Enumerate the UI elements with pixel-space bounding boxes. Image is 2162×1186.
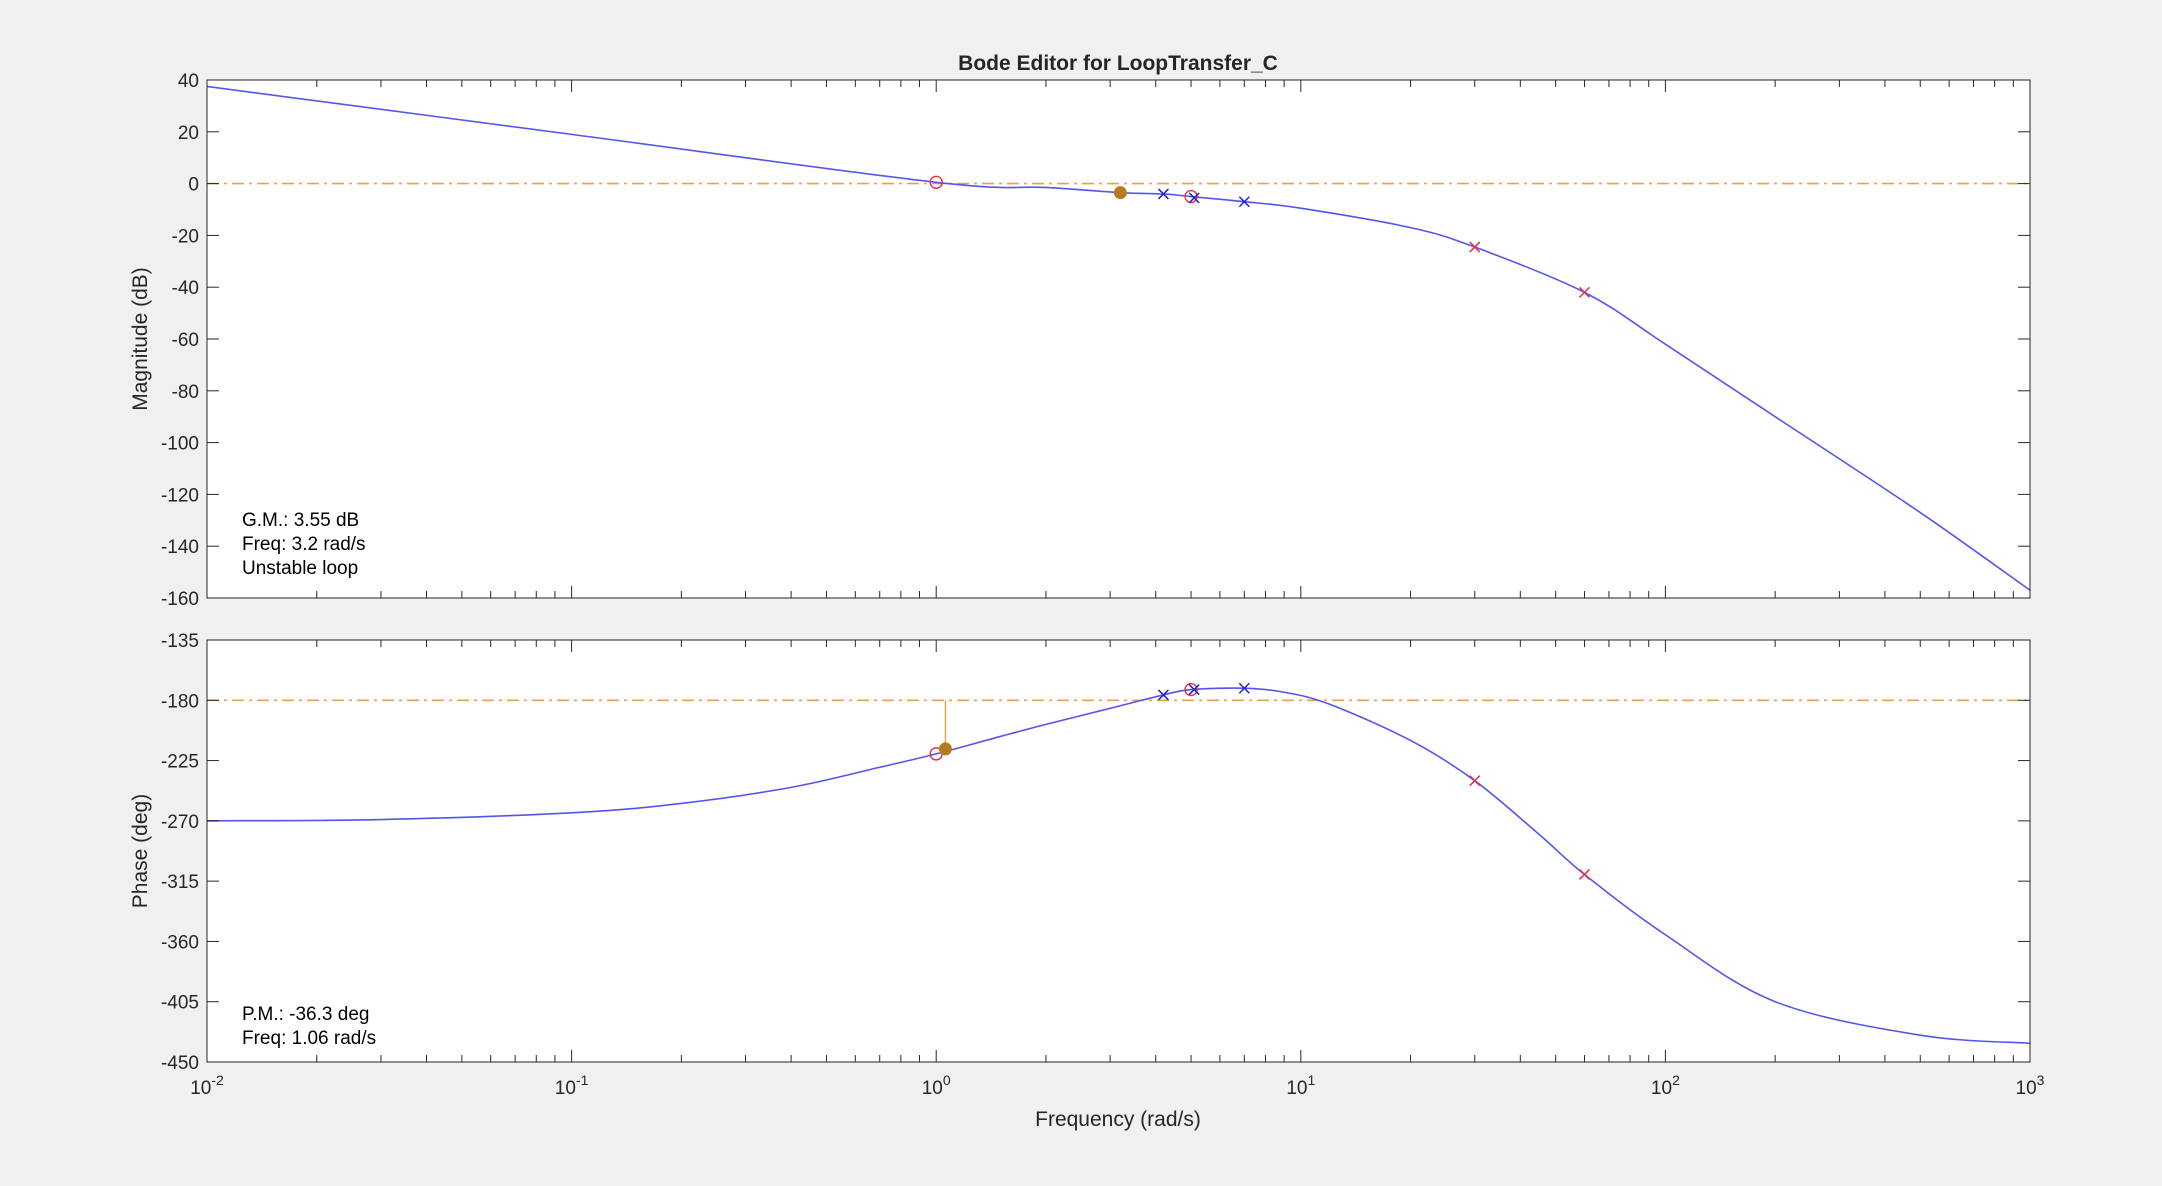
magnitude-ytick-label: 20 <box>178 123 199 144</box>
magnitude-pole-marker[interactable] <box>1469 241 1481 253</box>
magnitude-zero-marker[interactable] <box>1184 189 1198 204</box>
frequency-tick-label: 10-1 <box>555 1072 589 1099</box>
magnitude-axes-background[interactable] <box>207 80 2030 598</box>
phase-margin-marker[interactable] <box>938 742 952 756</box>
magnitude-margin-marker[interactable] <box>1113 186 1127 200</box>
magnitude-pole-marker[interactable] <box>1578 286 1591 298</box>
phase-ytick-label: -180 <box>161 691 199 712</box>
chart-title: Bode Editor for LoopTransfer_C <box>958 52 1278 75</box>
phase-zero-marker[interactable] <box>1184 682 1198 697</box>
frequency-tick-label: 10-2 <box>190 1072 224 1099</box>
magnitude-ytick-label: -120 <box>161 485 199 506</box>
frequency-xlabel: Frequency (rad/s) <box>1035 1108 1201 1131</box>
phase-response-curve[interactable] <box>206 687 2031 1045</box>
gain-margin-text: G.M.: 3.55 dB <box>242 510 359 531</box>
frequency-tick-labels: 10-2 10-1 100 101 102 103 <box>190 1072 2044 1099</box>
magnitude-ytick-label: -100 <box>161 434 199 455</box>
magnitude-ytick-label: -20 <box>172 226 199 247</box>
loop-stability-text: Unstable loop <box>242 558 358 579</box>
magnitude-pole-marker[interactable] <box>1157 188 1169 200</box>
phase-pole-marker[interactable] <box>1157 689 1169 701</box>
magnitude-ytick-label: 40 <box>178 71 199 92</box>
phase-ylabel: Phase (deg) <box>129 794 152 908</box>
phase-pole-marker[interactable] <box>1469 775 1481 787</box>
phase-ytick-label: -225 <box>161 752 199 773</box>
phase-ytick-label: -360 <box>161 932 199 953</box>
magnitude-pole-marker[interactable] <box>1238 196 1250 208</box>
phase-ytick-label: -315 <box>161 872 199 893</box>
gain-margin-info: G.M.: 3.55 dB Freq: 3.2 rad/s Unstable l… <box>242 510 366 579</box>
phase-ytick-label: -405 <box>161 993 199 1014</box>
phase-axes-background[interactable] <box>207 640 2030 1062</box>
magnitude-response-curve[interactable] <box>206 85 2031 591</box>
phase-margin-text: P.M.: -36.3 deg <box>242 1004 369 1025</box>
magnitude-ytick-label: -160 <box>161 589 199 610</box>
magnitude-ytick-label: -40 <box>172 278 199 299</box>
magnitude-zero-marker[interactable] <box>929 175 943 190</box>
magnitude-ytick-label: 0 <box>188 175 199 196</box>
magnitude-ytick-label: -80 <box>172 382 199 403</box>
phase-pole-marker[interactable] <box>1188 684 1200 696</box>
phase-margin-info: P.M.: -36.3 deg Freq: 1.06 rad/s <box>242 1004 376 1049</box>
frequency-tick-label: 101 <box>1286 1072 1315 1099</box>
magnitude-ytick-label: -140 <box>161 537 199 558</box>
frequency-tick-label: 100 <box>922 1072 951 1099</box>
magnitude-ytick-label: -60 <box>172 330 199 351</box>
frequency-tick-label: 102 <box>1651 1072 1680 1099</box>
phase-ytick-label: -450 <box>161 1053 199 1074</box>
phase-plot-layer: -135 -180 -225 -270 -315 -360 -405 -450 <box>161 631 2031 1074</box>
phase-pole-marker[interactable] <box>1238 682 1250 694</box>
phase-ytick-label: -270 <box>161 812 199 833</box>
frequency-tick-label: 103 <box>2016 1072 2045 1099</box>
phase-ytick-label: -135 <box>161 631 199 652</box>
phase-axes-box <box>206 639 2031 1063</box>
magnitude-ylabel: Magnitude (dB) <box>129 267 152 411</box>
phase-pole-marker[interactable] <box>1578 868 1591 880</box>
magnitude-plot-layer: 40 20 0 -20 -40 -60 -80 -100 -120 -140 -160 <box>161 71 2031 610</box>
gain-margin-freq-text: Freq: 3.2 rad/s <box>242 534 366 555</box>
magnitude-pole-marker[interactable] <box>1188 192 1200 204</box>
phase-margin-freq-text: Freq: 1.06 rad/s <box>242 1028 376 1049</box>
